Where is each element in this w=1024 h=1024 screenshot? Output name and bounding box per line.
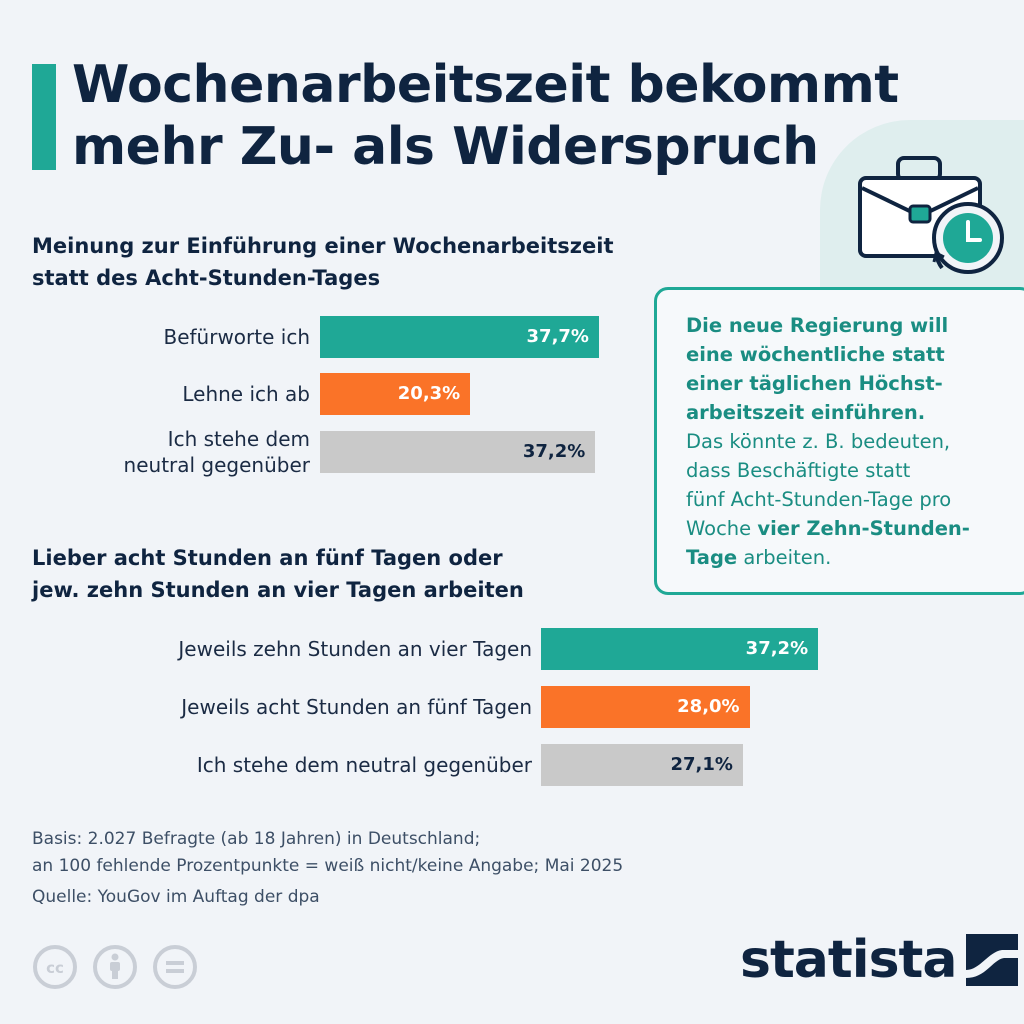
footnote-basis-line-1: Basis: 2.027 Befragte (ab 18 Jahren) in … (32, 829, 481, 849)
info-line-8: Woche vier Zehn-Stunden- (686, 517, 970, 540)
info-line-6: dass Beschäftigte statt (686, 459, 911, 482)
info-line-7: fünf Acht-Stunden-Tage pro (686, 488, 952, 511)
info-bold-4: arbeitszeit einführen. (686, 401, 926, 424)
category-label: Ich stehe dem neutral gegenüber (196, 753, 532, 777)
chart-1-title-line-2: statt des Acht-Stunden-Tages (32, 266, 381, 290)
attribution-icon[interactable] (92, 944, 138, 990)
bar-value-label: 37,2% (745, 638, 809, 659)
footnote-basis: Basis: 2.027 Befragte (ab 18 Jahren) in … (32, 826, 623, 880)
bar (541, 686, 750, 728)
bar (541, 744, 743, 786)
category-label: Befürworte ich (163, 325, 310, 349)
info-line-9: Tage arbeiten. (686, 546, 832, 569)
info-box (654, 287, 1024, 595)
footnote-source: Quelle: YouGov im Auftag der dpa (32, 887, 320, 907)
title-accent-bar (32, 64, 56, 170)
chart-2-title: Lieber acht Stunden an fünf Tagen oder j… (32, 542, 524, 606)
title-line-1: Wochenarbeitszeit bekommt (72, 55, 899, 115)
license-icons: cc (32, 944, 198, 990)
cc-icon[interactable]: cc (32, 944, 78, 990)
no-derivatives-icon[interactable] (152, 944, 198, 990)
category-label: Ich stehe dem neutral gegenüber (123, 427, 310, 477)
category-label: Lehne ich ab (182, 382, 310, 406)
bar-value-label: 37,2% (522, 441, 586, 462)
chart-2-title-line-1: Lieber acht Stunden an fünf Tagen oder (32, 546, 503, 570)
info-line-5: Das könnte z. B. bedeuten, (686, 430, 951, 453)
bar-value-label: 37,7% (526, 326, 589, 347)
bar (320, 431, 596, 473)
bar-value-label: 20,3% (397, 383, 461, 404)
chart-1-title: Meinung zur Einführung einer Wochenarbei… (32, 230, 613, 294)
statista-mark-icon (966, 934, 1019, 986)
info-bold-1: Die neue Regierung will (686, 314, 949, 337)
category-label: Jeweils acht Stunden an fünf Tagen (181, 695, 532, 719)
bar-value-label: 27,1% (670, 754, 733, 775)
statista-logo: statista (740, 930, 1019, 990)
bar (320, 316, 599, 358)
category-label: Jeweils zehn Stunden an vier Tagen (178, 637, 532, 661)
chart-2-title-line-2: jew. zehn Stunden an vier Tagen arbeiten (32, 578, 524, 602)
svg-text:cc: cc (46, 959, 64, 977)
statista-wordmark: statista (740, 930, 957, 990)
chart-1-title-line-1: Meinung zur Einführung einer Wochenarbei… (32, 234, 614, 258)
info-bold-2: eine wöchentliche statt (686, 343, 945, 366)
footnote-basis-line-2: an 100 fehlende Prozentpunkte = weiß nic… (32, 856, 624, 876)
title-line-2: mehr Zu- als Widerspruch (72, 117, 819, 177)
bar (320, 373, 471, 415)
bar (541, 628, 819, 670)
info-bold-3: einer täglichen Höchst- (686, 372, 943, 395)
page-title: Wochenarbeitszeit bekommt mehr Zu- als W… (72, 54, 899, 178)
briefcase-clock-icon (858, 156, 1004, 274)
bar-value-label: 28,0% (677, 696, 740, 717)
info-box-text: Die neue Regierung will eine wöchentlich… (686, 311, 1016, 572)
